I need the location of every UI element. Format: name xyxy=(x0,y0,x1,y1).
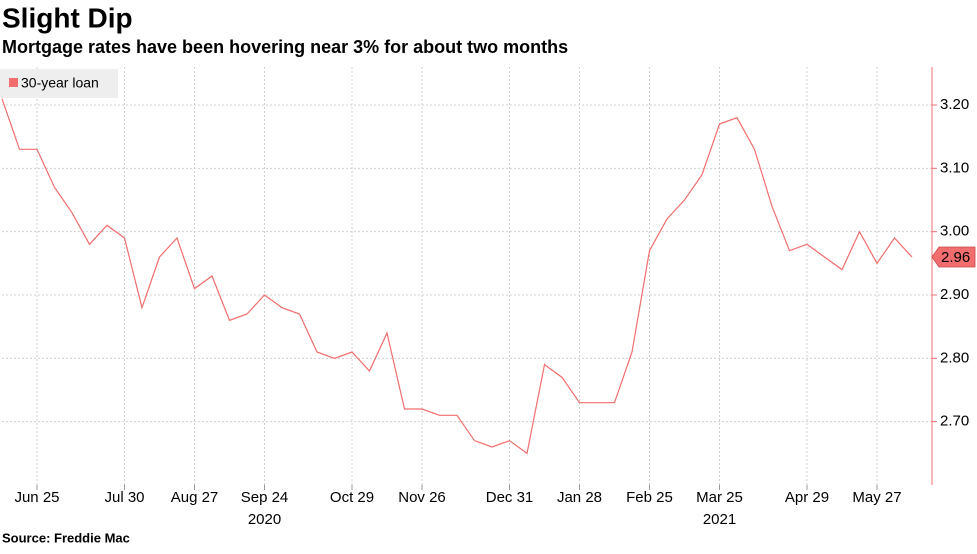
last-value-label: 2.96 xyxy=(941,249,970,266)
x-tick-label: Dec 31 xyxy=(486,489,534,506)
y-tick-label: 2.90 xyxy=(940,286,969,303)
y-tick-label: 3.00 xyxy=(940,223,969,240)
legend: 30-year loan xyxy=(0,69,118,98)
y-tick-label: 2.80 xyxy=(940,349,969,366)
series-line xyxy=(1,98,913,455)
y-tick-label: 3.10 xyxy=(940,159,969,176)
x-tick-label: Feb 25 xyxy=(626,489,673,506)
x-tick-label: Jun 25 xyxy=(14,489,59,506)
x-tick-label: Sep 24 xyxy=(241,489,289,506)
legend-label: 30-year loan xyxy=(21,75,99,91)
x-tick-label: Jan 28 xyxy=(557,489,602,506)
y-tick-label: 3.20 xyxy=(940,96,969,113)
x-year-label: 2020 xyxy=(248,511,281,528)
chart-subtitle: Mortgage rates have been hovering near 3… xyxy=(2,37,568,57)
x-tick-label: Jul 30 xyxy=(104,489,144,506)
last-value-badge xyxy=(931,246,976,268)
x-tick-label: Apr 29 xyxy=(785,489,829,506)
chart-title: Slight Dip xyxy=(2,2,133,33)
y-tick-label: 2.70 xyxy=(940,413,969,430)
x-tick-label: Nov 26 xyxy=(398,489,446,506)
source: Source: Freddie Mac xyxy=(2,530,130,545)
legend-box xyxy=(0,69,118,98)
x-tick-label: May 27 xyxy=(852,489,901,506)
x-tick-label: Aug 27 xyxy=(171,489,219,506)
x-tick-label: Mar 25 xyxy=(696,489,743,506)
x-year-label: 2021 xyxy=(703,511,736,528)
x-tick-label: Oct 29 xyxy=(330,489,374,506)
legend-swatch xyxy=(9,78,18,87)
